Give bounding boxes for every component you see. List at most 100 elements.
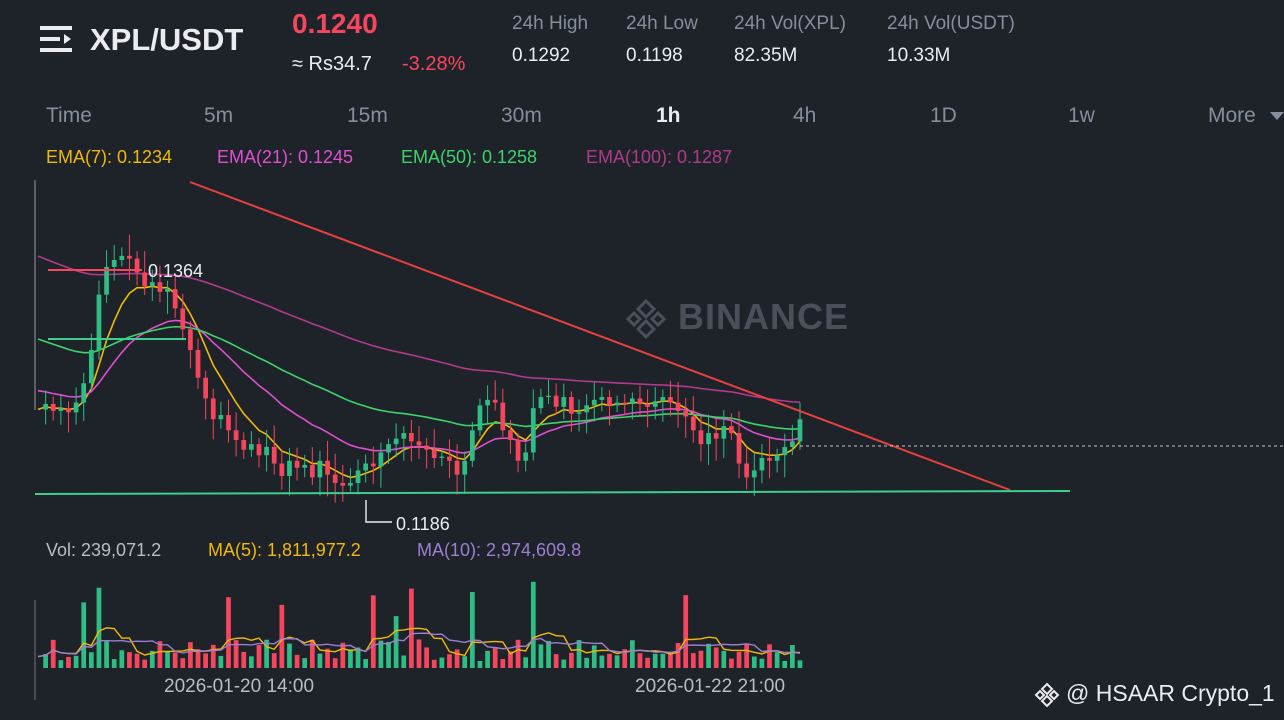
candle[interactable] xyxy=(614,395,620,413)
tab-more[interactable]: More xyxy=(1208,104,1256,127)
candle[interactable] xyxy=(66,401,71,433)
tab-1d[interactable]: 1D xyxy=(930,104,957,127)
candle[interactable] xyxy=(683,397,689,439)
candle[interactable] xyxy=(149,269,155,301)
candle[interactable] xyxy=(111,245,117,281)
candle[interactable] xyxy=(340,464,346,502)
candle[interactable] xyxy=(226,399,231,443)
candle[interactable] xyxy=(287,447,292,496)
candle[interactable] xyxy=(729,413,734,440)
candle[interactable] xyxy=(96,280,102,360)
candle[interactable] xyxy=(751,452,757,496)
candle[interactable] xyxy=(622,393,628,415)
candle[interactable] xyxy=(607,390,612,426)
candle[interactable] xyxy=(553,383,559,415)
tab-15m[interactable]: 15m xyxy=(347,104,388,127)
candle[interactable] xyxy=(515,433,521,473)
candle[interactable] xyxy=(50,396,56,421)
tab-time[interactable]: Time xyxy=(46,104,92,127)
candle[interactable] xyxy=(104,250,109,303)
candle[interactable] xyxy=(538,388,544,414)
candle[interactable] xyxy=(790,424,795,456)
candle[interactable] xyxy=(576,399,582,432)
candle[interactable] xyxy=(462,451,468,494)
candle[interactable] xyxy=(774,448,780,473)
candle[interactable] xyxy=(454,444,460,495)
candle[interactable] xyxy=(210,388,216,440)
candle[interactable] xyxy=(492,380,498,411)
candle[interactable] xyxy=(485,385,490,425)
candle[interactable] xyxy=(317,450,323,496)
candle[interactable] xyxy=(195,338,201,390)
tab-1h[interactable]: 1h xyxy=(656,104,681,127)
candle[interactable] xyxy=(431,429,437,468)
candle[interactable] xyxy=(180,293,186,341)
candle[interactable] xyxy=(271,425,277,475)
candle[interactable] xyxy=(279,450,285,490)
candle[interactable] xyxy=(591,382,597,422)
candle[interactable] xyxy=(165,280,170,314)
candle[interactable] xyxy=(409,419,414,462)
candle[interactable] xyxy=(386,438,391,464)
candle[interactable] xyxy=(188,321,193,369)
candle[interactable] xyxy=(561,383,567,420)
candle[interactable] xyxy=(363,454,369,483)
candle[interactable] xyxy=(652,386,658,420)
candle[interactable] xyxy=(447,439,452,478)
tab-1w[interactable]: 1w xyxy=(1068,104,1095,127)
candle[interactable] xyxy=(523,443,529,472)
candle[interactable] xyxy=(294,447,300,481)
candle[interactable] xyxy=(546,379,551,405)
descending-trendline[interactable] xyxy=(189,181,1011,491)
chevron-down-icon[interactable] xyxy=(1270,112,1284,120)
tab-30m[interactable]: 30m xyxy=(501,104,542,127)
candle[interactable] xyxy=(241,432,247,459)
candle[interactable] xyxy=(530,389,536,461)
menu-icon[interactable] xyxy=(40,24,74,54)
candle[interactable] xyxy=(469,421,475,467)
candle[interactable] xyxy=(690,396,696,443)
candle[interactable] xyxy=(660,389,666,422)
candle[interactable] xyxy=(599,387,605,412)
candle[interactable] xyxy=(668,380,673,417)
candle[interactable] xyxy=(393,423,399,458)
tab-5m[interactable]: 5m xyxy=(204,104,234,127)
candle[interactable] xyxy=(43,390,48,425)
candle[interactable] xyxy=(416,426,422,459)
candle[interactable] xyxy=(127,234,132,281)
candle[interactable] xyxy=(477,398,483,437)
candle[interactable] xyxy=(88,333,94,391)
candle[interactable] xyxy=(264,430,269,472)
pair-title[interactable]: XPL/USDT xyxy=(90,22,244,57)
candle[interactable] xyxy=(119,247,125,267)
candle[interactable] xyxy=(508,420,513,454)
candle[interactable] xyxy=(309,447,315,486)
candle[interactable] xyxy=(157,265,163,303)
candle[interactable] xyxy=(767,437,772,479)
candle[interactable] xyxy=(500,388,506,437)
candle[interactable] xyxy=(698,416,704,462)
candle[interactable] xyxy=(73,387,79,425)
candle[interactable] xyxy=(355,459,361,495)
candle[interactable] xyxy=(325,440,330,497)
candle[interactable] xyxy=(302,454,308,478)
candle[interactable] xyxy=(203,370,209,420)
candle[interactable] xyxy=(736,411,742,479)
candle[interactable] xyxy=(569,391,574,432)
candle[interactable] xyxy=(233,412,239,457)
candle[interactable] xyxy=(439,450,445,467)
candle[interactable] xyxy=(744,447,750,490)
candle[interactable] xyxy=(713,418,719,461)
candle[interactable] xyxy=(706,414,711,465)
candle[interactable] xyxy=(424,437,429,469)
candle[interactable] xyxy=(248,431,254,457)
candle[interactable] xyxy=(172,276,178,318)
candle[interactable] xyxy=(370,446,376,485)
candle[interactable] xyxy=(142,251,148,295)
candle[interactable] xyxy=(401,426,407,461)
candle[interactable] xyxy=(645,389,650,428)
candle[interactable] xyxy=(58,395,64,425)
candle[interactable] xyxy=(629,392,635,420)
candle[interactable] xyxy=(256,437,262,468)
